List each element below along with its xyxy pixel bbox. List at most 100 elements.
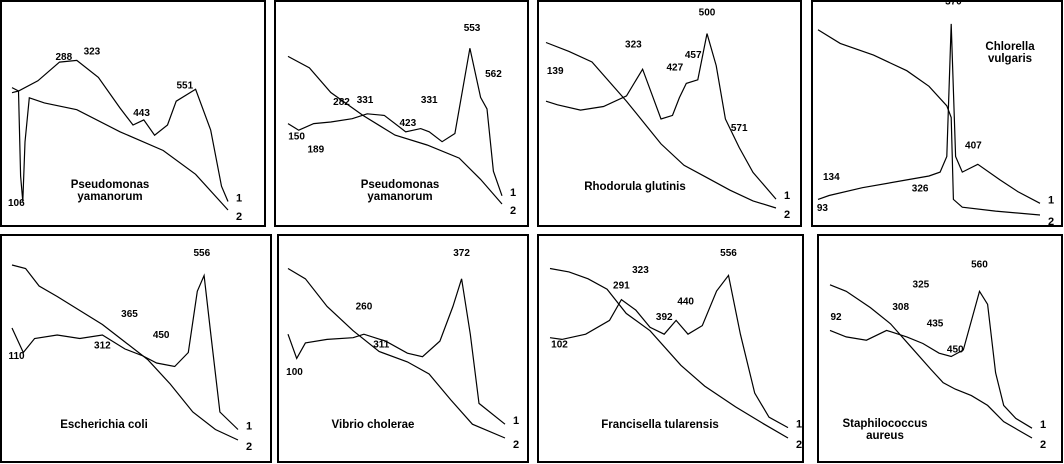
panel-frame [811, 0, 1063, 227]
peak-label: 457 [685, 50, 702, 61]
peak-label: 450 [153, 330, 170, 341]
series-label-2: 2 [236, 211, 242, 223]
peak-label: 308 [892, 302, 909, 313]
series-label-1: 1 [236, 193, 242, 205]
series-label-2: 2 [784, 209, 790, 221]
peak-label: 326 [912, 184, 929, 195]
peak-label: 553 [464, 23, 481, 34]
series-label-1: 1 [796, 419, 802, 431]
peak-label: 323 [632, 265, 649, 276]
peak-label: 312 [94, 341, 111, 352]
series-label-2: 2 [510, 205, 516, 217]
peak-label: 331 [421, 95, 438, 106]
series-line-2 [817, 29, 1041, 216]
panel-title-line: Rhodorula glutinis [584, 181, 686, 193]
peak-label: 282 [333, 97, 350, 108]
peak-label: 560 [971, 260, 988, 271]
peak-label: 372 [453, 248, 470, 259]
series-label-1: 1 [246, 421, 252, 433]
spectrum-panel-5: 1 2 110 312 365 450 556 Escherichia coli [0, 234, 272, 463]
series-label-2: 2 [246, 441, 252, 453]
peak-label: 551 [176, 81, 193, 92]
peak-label: 93 [817, 203, 829, 214]
panel-title-line: yamanorum [367, 191, 432, 203]
series-line-1 [817, 23, 1041, 204]
peak-label: 139 [547, 66, 564, 77]
peak-label: 423 [399, 118, 416, 129]
peak-label: 134 [823, 172, 840, 183]
peak-label: 288 [55, 52, 72, 63]
peak-label: 325 [913, 279, 930, 290]
panel-title-line: Vibrio cholerae [332, 419, 415, 431]
panel-title-line: Staphilococcus [843, 418, 928, 430]
peak-label: 323 [625, 39, 642, 50]
panel-title-line: Chlorella [985, 41, 1035, 53]
spectrum-panel-6: 1 2 100 260 311 372 Vibrio cholerae [277, 234, 529, 463]
series-label-1: 1 [1048, 194, 1054, 206]
peak-label: 331 [357, 95, 374, 106]
peak-label: 556 [720, 248, 737, 259]
panel-frame [274, 0, 529, 227]
peak-label: 571 [731, 123, 748, 134]
panel-title-line: vulgaris [988, 53, 1032, 65]
series-label-2: 2 [796, 439, 802, 451]
panel-frame [817, 234, 1063, 463]
series-line-1 [829, 289, 1033, 429]
peak-label: 100 [286, 367, 303, 378]
series-line-1 [545, 33, 777, 200]
panel-title-line: yamanorum [77, 191, 142, 203]
peak-label: 392 [656, 312, 673, 323]
panel-title-line: Pseudomonas [71, 179, 150, 191]
panel-title-line: aureus [866, 430, 904, 442]
peak-label: 556 [193, 248, 210, 259]
peak-label: 102 [551, 340, 568, 351]
peak-label: 443 [133, 108, 150, 119]
series-label-1: 1 [784, 190, 790, 202]
peak-label: 562 [485, 69, 502, 80]
peak-label: 435 [927, 318, 944, 329]
panel-frame [277, 234, 529, 463]
series-line-2 [545, 41, 777, 209]
peak-label: 407 [965, 141, 982, 152]
series-line-1 [549, 273, 789, 429]
panel-frame [0, 234, 272, 463]
series-line-2 [11, 264, 239, 441]
peak-label: 440 [677, 296, 694, 307]
peak-label: 110 [8, 351, 25, 362]
peak-label: 450 [947, 345, 964, 356]
panel-title-line: Pseudomonas [361, 179, 440, 191]
peak-label: 500 [699, 7, 716, 18]
panel-title-line: Francisella tularensis [601, 419, 719, 431]
series-line-2 [829, 284, 1033, 439]
panel-frame [0, 0, 266, 227]
peak-label: 189 [307, 144, 324, 155]
series-label-2: 2 [1040, 439, 1046, 451]
series-label-1: 1 [513, 415, 519, 427]
peak-label: 370 [945, 0, 962, 7]
peak-label: 92 [830, 312, 842, 323]
panel-frame [537, 0, 802, 227]
peak-label: 365 [121, 309, 138, 320]
series-line-2 [549, 267, 789, 439]
series-label-1: 1 [510, 187, 516, 199]
series-line-1 [11, 59, 229, 202]
peak-label: 260 [356, 301, 373, 312]
peak-label: 323 [84, 47, 101, 58]
series-line-1 [287, 48, 503, 196]
series-line-2 [287, 267, 506, 439]
series-line-2 [11, 87, 229, 211]
series-line-1 [11, 273, 239, 430]
peak-label: 106 [8, 198, 25, 209]
peak-label: 291 [613, 281, 630, 292]
series-label-2: 2 [513, 439, 519, 451]
peak-label: 427 [666, 63, 683, 74]
series-line-1 [287, 278, 506, 425]
series-label-2: 2 [1048, 216, 1054, 228]
peak-label: 150 [288, 131, 305, 142]
